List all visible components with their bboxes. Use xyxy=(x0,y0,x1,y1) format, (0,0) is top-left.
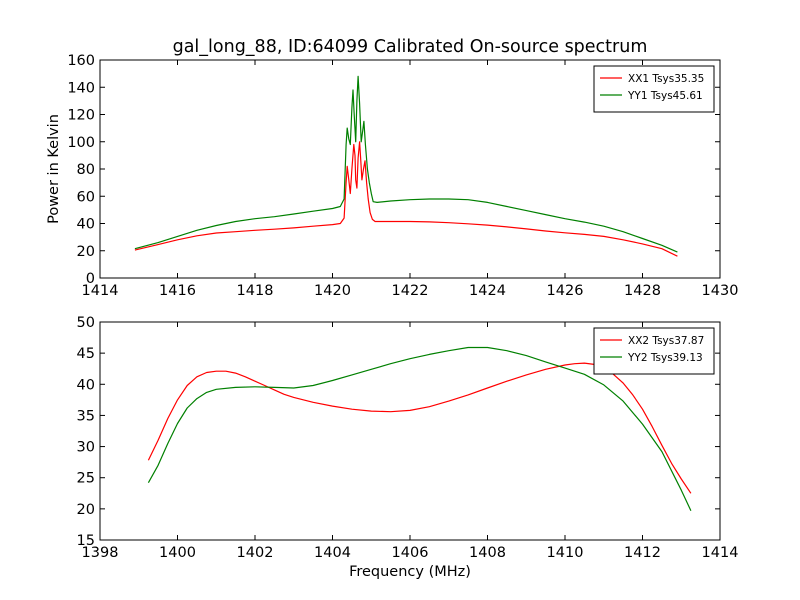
x-tick-label: 1428 xyxy=(624,283,661,299)
legend-box xyxy=(593,327,715,375)
x-tick-label: 1414 xyxy=(82,283,119,299)
axis-ticks: 1414 1416 1418 1420 1422 1424 1426 1428 1430 0 20 4… xyxy=(67,53,738,299)
series-group xyxy=(147,346,692,511)
y-tick-label: 100 xyxy=(67,135,95,151)
y-tick-label: 15 xyxy=(77,533,95,549)
y-tick-label: 35 xyxy=(77,408,95,424)
x-tick-label: 1414 xyxy=(702,545,739,561)
y-tick-label: 0 xyxy=(86,271,95,287)
x-tick-label: 1424 xyxy=(469,283,506,299)
x-tick-label: 1404 xyxy=(314,545,351,561)
x-tick-label: 1426 xyxy=(547,283,584,299)
legend-label: YY1 Tsys45.61 xyxy=(627,90,703,102)
y-tick-label: 50 xyxy=(77,315,95,331)
y-tick-label: 20 xyxy=(77,502,95,518)
x-tick-label: 1400 xyxy=(159,545,196,561)
legend-label: XX2 Tsys37.87 xyxy=(628,335,704,347)
y-tick-label: 60 xyxy=(77,189,95,205)
x-tick-label: 1398 xyxy=(82,545,119,561)
chart-top-panel: gal_long_88, ID:64099 Calibrated On-sour… xyxy=(46,37,738,299)
series-line xyxy=(147,362,692,494)
x-tick-label: 1408 xyxy=(469,545,506,561)
series-line xyxy=(134,141,678,257)
y-tick-label: 120 xyxy=(67,108,95,124)
x-axis-label: Frequency (MHz) xyxy=(349,564,471,580)
series-line xyxy=(134,75,678,253)
y-tick-label: 160 xyxy=(67,53,95,69)
x-tick-label: 1416 xyxy=(159,283,196,299)
y-tick-label: 30 xyxy=(77,440,95,456)
x-tick-label: 1410 xyxy=(547,545,584,561)
x-tick-label: 1402 xyxy=(237,545,274,561)
plot-frame xyxy=(99,321,721,541)
y-tick-label: 40 xyxy=(77,217,95,233)
y-tick-label: 45 xyxy=(77,346,95,362)
chart-title: gal_long_88, ID:64099 Calibrated On-sour… xyxy=(173,37,648,57)
legend: XX2 Tsys37.87 YY2 Tsys39.13 xyxy=(593,327,715,375)
series-line xyxy=(147,346,692,511)
y-tick-label: 80 xyxy=(77,162,95,178)
y-tick-label: 25 xyxy=(77,471,95,487)
y-axis-label: Power in Kelvin xyxy=(46,114,62,224)
legend-label: XX1 Tsys35.35 xyxy=(628,73,704,85)
plot-frame xyxy=(99,59,721,279)
axis-ticks: 1398 1400 1402 1404 1406 1408 1410 1412 1414 15 20… xyxy=(77,315,739,561)
legend-label: YY2 Tsys39.13 xyxy=(627,352,703,364)
y-tick-label: 20 xyxy=(77,244,95,260)
legend-box xyxy=(593,65,715,113)
x-tick-label: 1412 xyxy=(624,545,661,561)
legend: XX1 Tsys35.35 YY1 Tsys45.61 xyxy=(593,65,715,113)
x-tick-label: 1422 xyxy=(392,283,429,299)
x-tick-label: 1406 xyxy=(392,545,429,561)
chart-bottom-panel: Frequency (MHz) 1398 1400 1402 1404 1406 1408… xyxy=(77,315,739,580)
y-tick-label: 40 xyxy=(77,377,95,393)
x-tick-label: 1420 xyxy=(314,283,351,299)
x-tick-label: 1430 xyxy=(702,283,739,299)
series-group xyxy=(134,75,678,257)
x-tick-label: 1418 xyxy=(237,283,274,299)
y-tick-label: 140 xyxy=(67,80,95,96)
